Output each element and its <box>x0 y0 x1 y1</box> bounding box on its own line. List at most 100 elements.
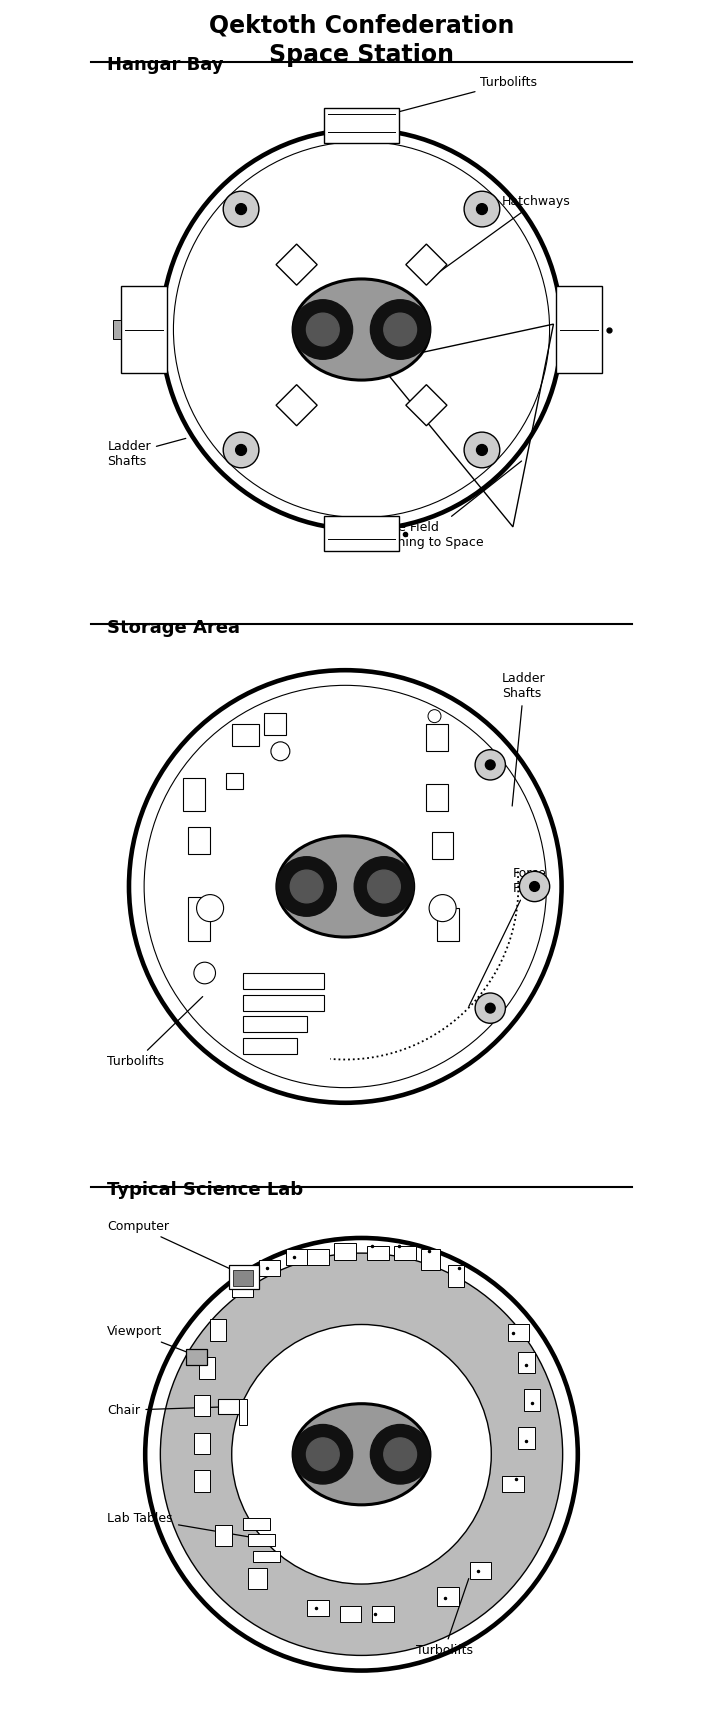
Circle shape <box>290 871 323 903</box>
Circle shape <box>161 129 562 529</box>
Circle shape <box>519 871 549 901</box>
Circle shape <box>293 1425 353 1483</box>
Circle shape <box>367 871 401 903</box>
Bar <box>556 287 602 373</box>
Ellipse shape <box>277 836 414 937</box>
Polygon shape <box>406 385 447 426</box>
Circle shape <box>370 300 430 359</box>
Bar <box>232 1276 253 1298</box>
Bar <box>229 1265 259 1289</box>
Bar <box>226 773 242 790</box>
Text: Lab Tables: Lab Tables <box>107 1513 253 1538</box>
Text: Viewport: Viewport <box>107 1326 197 1356</box>
Bar <box>518 1351 534 1374</box>
Circle shape <box>384 312 416 345</box>
Ellipse shape <box>197 895 223 922</box>
Polygon shape <box>406 244 447 285</box>
Bar <box>523 1389 540 1411</box>
Circle shape <box>293 300 353 359</box>
Ellipse shape <box>293 278 430 379</box>
Circle shape <box>428 709 441 723</box>
Bar <box>242 974 324 989</box>
Bar <box>189 828 210 853</box>
Bar <box>121 287 167 373</box>
Bar <box>183 778 205 810</box>
Circle shape <box>354 857 414 917</box>
Circle shape <box>476 445 487 455</box>
Bar <box>502 1477 523 1492</box>
Text: Ladder
Shafts: Ladder Shafts <box>107 438 186 467</box>
Circle shape <box>236 204 247 215</box>
Bar <box>194 1394 210 1417</box>
Bar <box>307 1600 329 1616</box>
Circle shape <box>307 1437 339 1471</box>
Text: Turbolifts: Turbolifts <box>386 76 537 115</box>
Bar <box>242 1518 270 1530</box>
Bar <box>307 1248 329 1265</box>
Polygon shape <box>276 385 317 426</box>
Bar <box>324 108 399 143</box>
Circle shape <box>232 1324 491 1585</box>
Bar <box>470 1562 491 1578</box>
Bar <box>242 1016 307 1032</box>
Text: Force
Field: Force Field <box>469 867 547 1006</box>
Ellipse shape <box>293 1405 430 1504</box>
Text: Turbolifts: Turbolifts <box>107 996 202 1068</box>
Text: Hangar Bay: Hangar Bay <box>107 57 224 74</box>
Circle shape <box>307 312 339 345</box>
Bar <box>508 1324 529 1341</box>
Bar <box>427 725 448 752</box>
Text: Computer: Computer <box>107 1219 243 1274</box>
Circle shape <box>384 1437 416 1471</box>
Circle shape <box>530 881 539 891</box>
Text: Ladder
Shafts: Ladder Shafts <box>502 673 546 805</box>
Bar <box>432 833 453 860</box>
Circle shape <box>236 445 247 455</box>
Bar <box>194 1470 210 1492</box>
Bar <box>242 1037 296 1054</box>
Circle shape <box>277 857 336 917</box>
Polygon shape <box>276 244 317 285</box>
Circle shape <box>161 1253 562 1655</box>
Text: Typical Science Lab: Typical Science Lab <box>107 1181 304 1198</box>
Bar <box>232 725 259 745</box>
Text: Qektoth Confederation
Space Station: Qektoth Confederation Space Station <box>209 14 514 67</box>
Bar <box>200 1356 215 1379</box>
Bar <box>372 1605 394 1623</box>
Ellipse shape <box>429 895 456 922</box>
Circle shape <box>464 433 500 467</box>
Bar <box>239 1399 247 1425</box>
Bar <box>233 1271 253 1286</box>
Bar <box>215 1525 232 1547</box>
Bar <box>242 994 324 1011</box>
Bar <box>335 1243 356 1260</box>
Bar <box>248 1535 275 1547</box>
Bar <box>437 1587 459 1605</box>
Circle shape <box>485 1003 495 1013</box>
Bar <box>427 783 448 810</box>
Bar <box>421 1248 440 1271</box>
Circle shape <box>476 204 487 215</box>
Bar <box>189 898 210 941</box>
Ellipse shape <box>194 962 215 984</box>
Bar <box>324 517 399 551</box>
Bar <box>437 908 459 941</box>
Circle shape <box>485 761 495 769</box>
Bar <box>264 714 286 735</box>
Bar <box>340 1605 362 1623</box>
Circle shape <box>223 433 259 467</box>
Ellipse shape <box>271 742 290 761</box>
Bar <box>248 1568 267 1590</box>
Bar <box>194 1432 210 1454</box>
Bar <box>286 1248 307 1265</box>
Bar <box>448 1265 464 1286</box>
Circle shape <box>129 670 562 1102</box>
Text: Turbolifts: Turbolifts <box>416 1578 473 1657</box>
Bar <box>218 1399 239 1413</box>
Bar <box>113 319 121 340</box>
Text: Chair: Chair <box>107 1405 228 1417</box>
Text: Hatchways: Hatchways <box>437 196 571 273</box>
Circle shape <box>475 750 505 780</box>
Text: Force Field
Opening to Space: Force Field Opening to Space <box>372 462 521 549</box>
Circle shape <box>475 992 505 1023</box>
